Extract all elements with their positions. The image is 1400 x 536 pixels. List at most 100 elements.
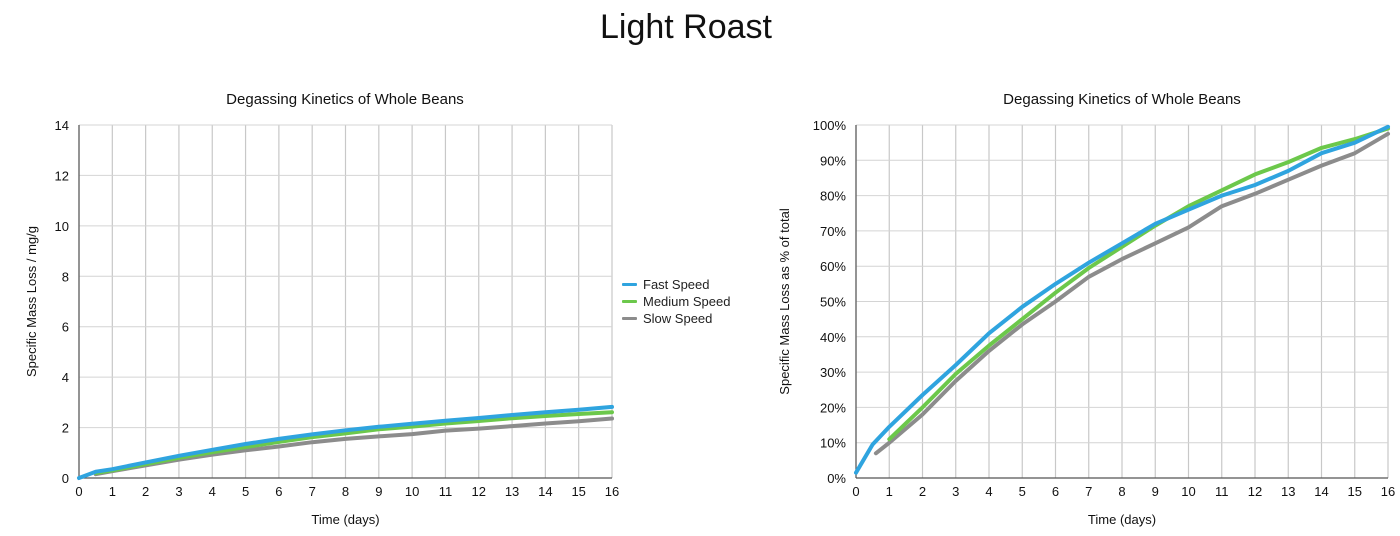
data-point-medium-speed [610,410,614,414]
data-point-fast-speed [1353,141,1357,145]
data-point-slow-speed [1186,225,1191,229]
data-point-slow-speed [243,448,248,452]
data-point-slow-speed [477,426,481,431]
data-point-fast-speed [920,393,925,397]
data-point-slow-speed [377,434,381,438]
data-point-fast-speed [477,416,481,420]
data-point-slow-speed [987,349,991,353]
data-point-slow-speed [920,412,925,417]
x-tick-label: 13 [1281,484,1295,499]
data-point-fast-speed [1087,261,1091,265]
data-point-medium-speed [343,431,348,435]
data-point-medium-speed [1253,172,1257,177]
x-tick-label: 14 [538,484,552,499]
y-tick-label: 10 [55,219,69,234]
y-tick-label: 2 [62,421,69,436]
y-tick-label: 12 [55,168,69,183]
data-point-slow-speed [1153,241,1157,245]
data-point-slow-speed [887,441,891,445]
data-point-medium-speed [1286,160,1290,164]
x-tick-label: 7 [309,484,316,499]
x-tick-label: 15 [1348,484,1362,499]
data-point-medium-speed [1186,204,1191,208]
series-line-medium-speed [93,410,614,475]
y-tick-label: 60% [820,259,846,274]
data-point-medium-speed [920,405,925,409]
x-tick-label: 8 [342,484,349,499]
data-point-slow-speed [543,421,547,426]
x-tick-label: 13 [505,484,519,499]
y-tick-label: 70% [820,224,846,239]
series-line-slow-speed [93,416,614,477]
y-tick-label: 6 [62,320,69,335]
x-tick-label: 10 [1181,484,1195,499]
data-point-slow-speed [410,432,414,436]
data-point-medium-speed [887,437,891,441]
data-point-slow-speed [1253,192,1257,196]
y-tick-label: 4 [62,370,69,385]
data-point-medium-speed [277,440,281,444]
x-tick-label: 1 [109,484,116,499]
x-tick-label: 4 [985,484,992,499]
data-point-slow-speed [343,437,348,441]
data-point-medium-speed [243,445,248,449]
x-tick-label: 2 [142,484,149,499]
page-title: Light Roast [600,8,772,46]
x-tick-label: 11 [1215,484,1229,499]
chart-title: Degassing Kinetics of Whole Beans [226,91,464,108]
data-point-slow-speed [1020,322,1024,327]
data-point-medium-speed [1319,146,1324,150]
legend-label-medium: Medium Speed [643,294,731,309]
x-axis-title: Time (days) [1088,512,1156,527]
data-point-medium-speed [1353,137,1357,141]
x-tick-label: 4 [209,484,216,499]
data-point-slow-speed [1120,257,1124,261]
data-point-fast-speed [1120,241,1124,245]
x-tick-label: 16 [605,484,619,499]
legend-label-fast: Fast Speed [643,277,710,292]
data-point-fast-speed [443,419,448,423]
data-point-slow-speed [1087,275,1091,279]
x-tick-label: 2 [919,484,926,499]
x-tick-label: 0 [852,484,859,499]
data-point-fast-speed [577,408,581,412]
y-tick-label: 40% [820,330,846,345]
y-tick-label: 14 [55,118,69,133]
data-point-fast-speed [77,476,81,480]
x-tick-label: 1 [886,484,893,499]
data-point-slow-speed [510,424,514,428]
x-tick-label: 6 [1052,484,1059,499]
data-point-fast-speed [177,454,181,458]
legend: Fast Speed Medium Speed Slow Speed [622,276,730,327]
legend-swatch-slow [622,317,637,320]
data-point-medium-speed [577,412,581,416]
data-point-slow-speed [610,416,614,421]
data-point-medium-speed [510,416,514,420]
x-tick-label: 12 [472,484,486,499]
data-point-slow-speed [1220,204,1224,208]
y-axis-title: Specific Mass Loss / mg/g [24,226,39,377]
legend-item-slow: Slow Speed [622,310,730,327]
data-point-fast-speed [343,428,348,432]
x-tick-label: 0 [75,484,82,499]
data-point-fast-speed [94,470,98,474]
data-point-medium-speed [1087,266,1091,270]
y-tick-label: 90% [820,153,846,168]
x-tick-label: 9 [375,484,382,499]
x-tick-label: 14 [1314,484,1328,499]
data-point-fast-speed [854,471,858,475]
data-point-fast-speed [871,442,875,447]
series-line-medium-speed [887,126,1390,442]
legend-item-medium: Medium Speed [622,293,730,310]
data-point-slow-speed [1319,163,1324,168]
data-point-slow-speed [577,419,581,423]
data-point-fast-speed [610,405,614,409]
data-point-medium-speed [543,414,547,418]
series-line-slow-speed [873,131,1390,456]
data-point-slow-speed [1386,132,1390,136]
x-tick-label: 7 [1085,484,1092,499]
data-point-fast-speed [1220,194,1224,198]
x-tick-label: 16 [1381,484,1395,499]
